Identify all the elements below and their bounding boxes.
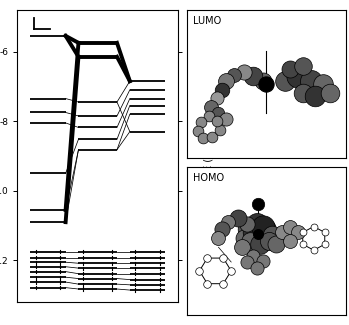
Point [260, 258, 266, 263]
Point [217, 127, 223, 132]
Point [235, 215, 240, 220]
Point [209, 134, 215, 139]
Point [279, 230, 285, 235]
Point [287, 224, 293, 229]
Point [260, 224, 266, 229]
Point [300, 90, 305, 95]
Point [311, 248, 317, 253]
Point [320, 81, 326, 86]
Point [216, 111, 221, 116]
Point [221, 281, 226, 286]
Point [205, 255, 210, 261]
Point [295, 230, 300, 235]
Point [219, 87, 224, 92]
Point [221, 255, 226, 261]
Point [214, 96, 220, 101]
Point [244, 221, 250, 226]
Point [254, 221, 259, 226]
Point [322, 230, 328, 235]
Point [216, 236, 221, 241]
Point [273, 242, 279, 247]
Point [308, 78, 313, 83]
Point [263, 227, 269, 232]
Text: HOMO: HOMO [193, 173, 224, 183]
Point [251, 230, 256, 235]
Point [205, 281, 210, 286]
Point [295, 74, 300, 79]
Point [224, 78, 229, 83]
Point [206, 114, 212, 119]
Point [198, 120, 204, 125]
Point [300, 63, 305, 69]
Point [263, 81, 269, 86]
Point [313, 93, 318, 98]
Point [247, 239, 253, 244]
Point [228, 268, 234, 274]
Point [244, 259, 250, 265]
Y-axis label: E (eV): E (eV) [203, 141, 213, 171]
Point [208, 105, 213, 110]
Point [287, 239, 293, 244]
Point [239, 245, 245, 250]
Point [322, 242, 328, 247]
Point [267, 239, 272, 244]
Point [311, 224, 317, 229]
Point [224, 117, 229, 122]
Point [300, 230, 305, 235]
Text: LUMO: LUMO [193, 16, 221, 26]
Point [225, 219, 231, 225]
Point [196, 268, 202, 274]
Point [327, 90, 332, 95]
Point [300, 242, 305, 247]
Point [244, 227, 250, 232]
Point [260, 78, 266, 83]
Point [195, 128, 201, 134]
Point [255, 231, 261, 237]
Point [282, 78, 288, 83]
Point [214, 118, 220, 123]
Point [251, 74, 256, 79]
Point [270, 233, 275, 238]
Point [241, 69, 247, 74]
Point [287, 66, 293, 72]
Point [251, 254, 256, 259]
Point [219, 227, 224, 232]
Point [232, 72, 237, 77]
Point [200, 136, 205, 141]
Point [241, 236, 247, 241]
Point [254, 265, 259, 270]
Point [255, 202, 261, 207]
Point [257, 242, 262, 247]
